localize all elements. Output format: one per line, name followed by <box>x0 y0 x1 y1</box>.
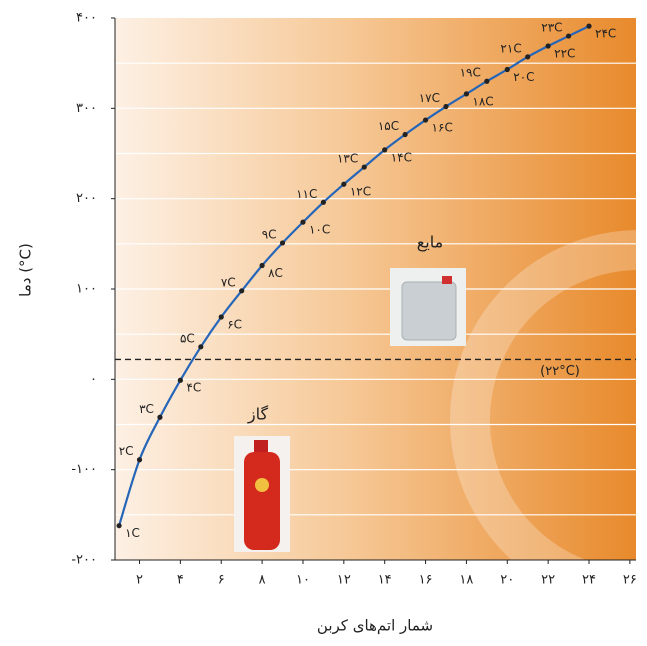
point-label: ۱C <box>125 526 140 540</box>
data-point <box>525 54 530 59</box>
point-label: ۱۴C <box>391 150 412 164</box>
x-tick-label: ۲ <box>136 573 143 588</box>
y-tick-label: -۲۰۰ <box>71 553 97 568</box>
data-point <box>116 523 121 528</box>
point-label: ۲۰C <box>513 70 534 84</box>
liquid-container-image <box>390 268 466 346</box>
point-label: ۱۷C <box>419 91 440 105</box>
data-point <box>484 79 489 84</box>
data-point <box>546 43 551 48</box>
x-tick-label: ۱۶ <box>419 573 433 588</box>
point-label: ۵C <box>180 331 195 345</box>
data-point <box>505 67 510 72</box>
x-tick-label: ۱۰ <box>296 573 310 588</box>
annotation: گاز <box>247 405 269 425</box>
data-point <box>566 33 571 38</box>
point-label: ۶C <box>227 318 242 332</box>
y-tick-label: ۱۰۰ <box>76 282 97 297</box>
x-tick-label: ۱۴ <box>378 573 392 588</box>
y-tick-label: -۱۰۰ <box>71 462 97 477</box>
point-label: ۱۹C <box>460 66 481 80</box>
y-tick-label: ۳۰۰ <box>76 101 97 116</box>
data-point <box>137 457 142 462</box>
point-label: ۱۸C <box>472 94 493 108</box>
point-label: ۱۲C <box>350 185 371 199</box>
x-tick-label: ۲۲ <box>541 573 555 588</box>
y-axis-title: دما (°C) <box>17 243 35 297</box>
x-tick-label: ۲۰ <box>500 573 514 588</box>
point-label: ۹C <box>262 227 277 241</box>
data-point <box>260 263 265 268</box>
data-point <box>198 344 203 349</box>
x-tick-label: ۸ <box>259 573 266 588</box>
data-point <box>219 314 224 319</box>
data-point <box>239 288 244 293</box>
x-tick-label: ۴ <box>177 573 184 588</box>
y-tick-label: ۰ <box>90 372 97 387</box>
reference-label: (۲۲°C) <box>540 364 580 379</box>
gas-cylinder-image <box>234 436 290 552</box>
point-label: ۸C <box>268 266 283 280</box>
data-point <box>341 182 346 187</box>
point-label: ۳C <box>139 402 154 416</box>
point-label: ۲۲C <box>554 47 575 61</box>
point-label: ۱۰C <box>309 223 330 237</box>
x-tick-label: ۲۶ <box>623 573 637 588</box>
data-point <box>321 200 326 205</box>
point-label: ۱۱C <box>296 187 317 201</box>
x-tick-label: ۶ <box>218 573 225 588</box>
x-tick-label: ۲۴ <box>582 573 596 588</box>
data-point <box>362 164 367 169</box>
data-point <box>586 24 591 29</box>
data-point <box>280 240 285 245</box>
x-tick-label: ۱۲ <box>337 573 351 588</box>
point-label: ۱۳C <box>337 152 358 166</box>
data-point <box>443 104 448 109</box>
data-point <box>157 415 162 420</box>
x-axis-title: شمار اتم‌های کربن <box>317 617 433 635</box>
point-label: ۲۴C <box>595 27 616 41</box>
data-point <box>403 132 408 137</box>
point-label: ۲۱C <box>500 41 521 55</box>
point-label: ۱۵C <box>378 119 399 133</box>
point-label: ۱۶C <box>432 121 453 135</box>
annotation: مایع <box>417 233 443 253</box>
x-tick-label: ۱۸ <box>459 573 473 588</box>
y-tick-label: ۴۰۰ <box>76 11 97 26</box>
data-point <box>464 91 469 96</box>
point-label: ۷C <box>221 275 236 289</box>
y-tick-label: ۲۰۰ <box>76 191 97 206</box>
data-point <box>382 147 387 152</box>
data-point <box>178 378 183 383</box>
point-label: ۲۳C <box>541 21 562 35</box>
data-point <box>300 220 305 225</box>
point-label: ۲C <box>119 444 134 458</box>
point-label: ۴C <box>186 381 201 395</box>
data-point <box>423 117 428 122</box>
chart: مایع گاز شمار اتم‌های کربن دما (°C) -۲۰۰… <box>0 0 647 642</box>
